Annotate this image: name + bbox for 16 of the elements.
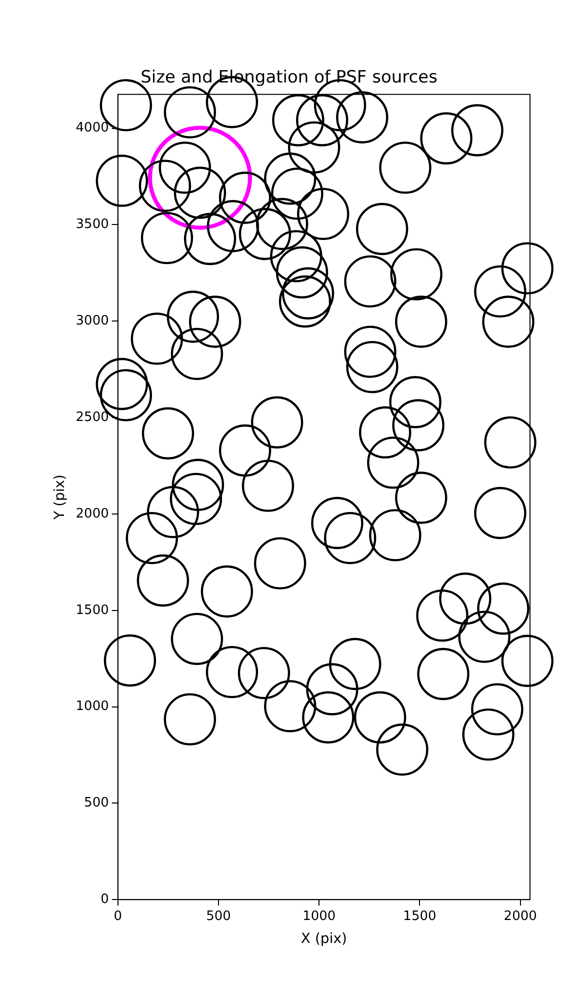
y-tick-label: 500 [84, 796, 109, 811]
y-tick-label: 2000 [76, 506, 109, 522]
x-tick-label: 0 [114, 908, 122, 924]
y-tick-label: 3000 [76, 314, 109, 329]
x-tick-label: 500 [206, 908, 231, 924]
x-axis-title: X (pix) [300, 931, 347, 948]
y-tick-label: 1500 [76, 602, 109, 618]
y-axis-title: Y (pix) [52, 474, 68, 520]
x-tick-label: 1500 [403, 908, 436, 924]
x-tick-label: 2000 [504, 908, 537, 924]
y-tick-label: 4000 [76, 120, 109, 136]
y-tick-label: 1000 [76, 699, 109, 714]
y-tick-label: 0 [100, 892, 109, 907]
y-tick-label: 2500 [76, 410, 109, 425]
y-tick-label: 3500 [76, 217, 109, 232]
x-tick-label: 1000 [302, 908, 336, 924]
